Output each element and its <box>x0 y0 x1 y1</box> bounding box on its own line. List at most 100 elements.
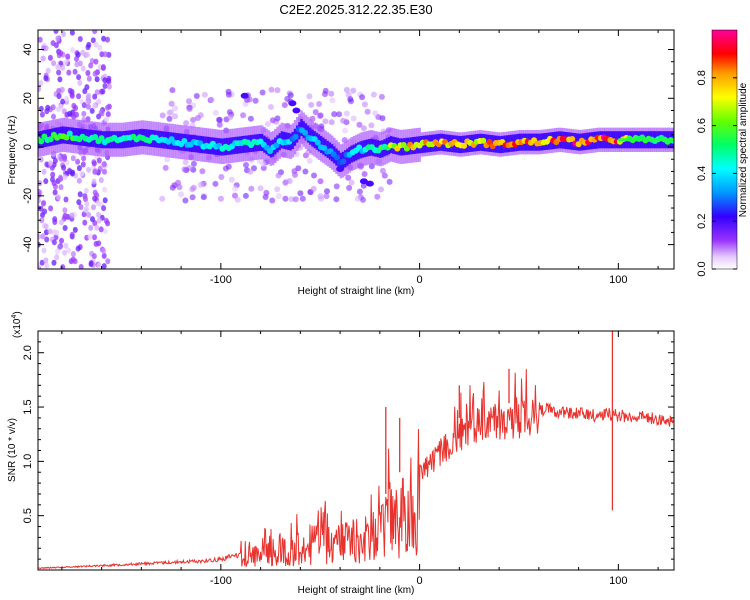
noise-blob <box>105 220 111 227</box>
noise-blob <box>378 93 385 100</box>
colorbar-gradient <box>711 29 738 270</box>
noise-blob <box>38 205 44 212</box>
y-tick-label: 40 <box>22 43 34 55</box>
noise-blob <box>322 87 329 94</box>
x-tick-label: -100 <box>210 274 232 286</box>
noise-blob <box>72 68 78 75</box>
noise-blob <box>52 189 58 196</box>
noise-blob <box>91 253 97 260</box>
noise-blob <box>166 115 173 122</box>
noise-blob <box>91 160 97 167</box>
noise-blob <box>100 64 106 70</box>
noise-blob <box>76 74 82 81</box>
colorbar-tick-label: 0.0 <box>696 261 708 276</box>
noise-blob <box>50 40 56 47</box>
noise-blob <box>186 98 192 105</box>
noise-blob <box>85 70 91 76</box>
noise-blob <box>102 197 108 204</box>
snr-ticks: -100 0 100 0.5 1.0 1.5 2.0 <box>22 331 674 587</box>
noise-blob <box>274 87 281 94</box>
noise-blob <box>92 195 98 202</box>
noise-blob <box>81 110 87 117</box>
noise-blob <box>98 177 104 184</box>
noise-blob <box>69 212 75 219</box>
noise-blob <box>51 60 57 67</box>
noise-blob <box>83 196 88 203</box>
noise-blob <box>54 229 60 236</box>
noise-blob <box>306 93 313 100</box>
noise-blob <box>346 184 353 191</box>
noise-blob <box>39 217 45 224</box>
noise-blob <box>240 112 247 119</box>
noise-blob <box>69 170 75 177</box>
noise-blob <box>96 157 102 164</box>
noise-blob <box>216 121 223 128</box>
noise-blob <box>78 204 84 210</box>
noise-blob <box>360 125 367 132</box>
x-tick-label: 0 <box>417 274 423 286</box>
noise-blob <box>69 92 75 99</box>
noise-blob <box>197 181 204 188</box>
ridge-cell <box>340 158 347 165</box>
noise-blob <box>50 171 56 178</box>
noise-blob <box>169 184 176 191</box>
noise-blob <box>85 116 91 123</box>
noise-blob <box>308 101 315 108</box>
noise-blob <box>84 51 90 58</box>
noise-blob <box>92 93 98 100</box>
noise-blob <box>164 156 171 163</box>
noise-blob <box>90 37 96 44</box>
noise-blob <box>91 204 96 211</box>
y-tick-label: 1.0 <box>22 454 34 469</box>
noise-blob <box>248 185 255 192</box>
noise-blob <box>83 187 89 194</box>
noise-blob <box>216 117 223 123</box>
noise-blob <box>323 193 330 200</box>
noise-blob <box>169 87 176 94</box>
noise-blob <box>268 86 275 93</box>
noise-blob <box>70 47 76 53</box>
noise-blob <box>77 191 83 198</box>
noise-blob <box>80 65 86 72</box>
noise-blob <box>94 89 100 96</box>
noise-blob <box>322 118 329 125</box>
noise-blob <box>70 251 76 257</box>
ridge-feature <box>292 107 301 114</box>
noise-blob <box>217 195 224 202</box>
noise-blob <box>189 194 196 201</box>
noise-blob <box>51 113 56 120</box>
noise-blob <box>62 225 68 231</box>
ridge-cell <box>98 135 105 142</box>
noise-blob <box>78 264 84 269</box>
noise-blob <box>92 70 98 77</box>
figure-title: C2E2.2025.312.22.35.E30 <box>279 2 432 17</box>
noise-blob <box>242 192 249 199</box>
noise-blob <box>96 240 102 247</box>
noise-blob <box>62 156 68 162</box>
noise-blob <box>74 61 80 68</box>
noise-blob <box>333 196 340 203</box>
noise-blob <box>208 96 215 103</box>
noise-blob <box>55 248 60 255</box>
noise-blob <box>55 35 61 42</box>
noise-blob <box>162 164 169 171</box>
noise-blob <box>316 101 323 107</box>
noise-blob <box>62 207 68 214</box>
noise-blob <box>104 116 109 123</box>
noise-blob <box>56 194 61 201</box>
noise-blob <box>57 76 63 83</box>
noise-blob <box>281 102 288 108</box>
noise-blob <box>73 105 78 111</box>
noise-blob <box>168 100 175 107</box>
spectrogram-ticks: -100 0 100 40 20 0 -20 -40 <box>22 30 674 286</box>
snr-scale-label: (x104) <box>11 311 23 338</box>
noise-blob <box>105 111 111 118</box>
noise-blob <box>42 208 48 215</box>
ridge-feature <box>365 180 374 187</box>
x-tick-label: -100 <box>210 575 232 587</box>
noise-blob <box>40 200 46 207</box>
ridge-cell <box>66 130 73 137</box>
noise-blob <box>79 170 85 177</box>
spectrogram-ylabel: Frequency (Hz) <box>7 116 18 185</box>
noise-blob <box>100 88 106 95</box>
